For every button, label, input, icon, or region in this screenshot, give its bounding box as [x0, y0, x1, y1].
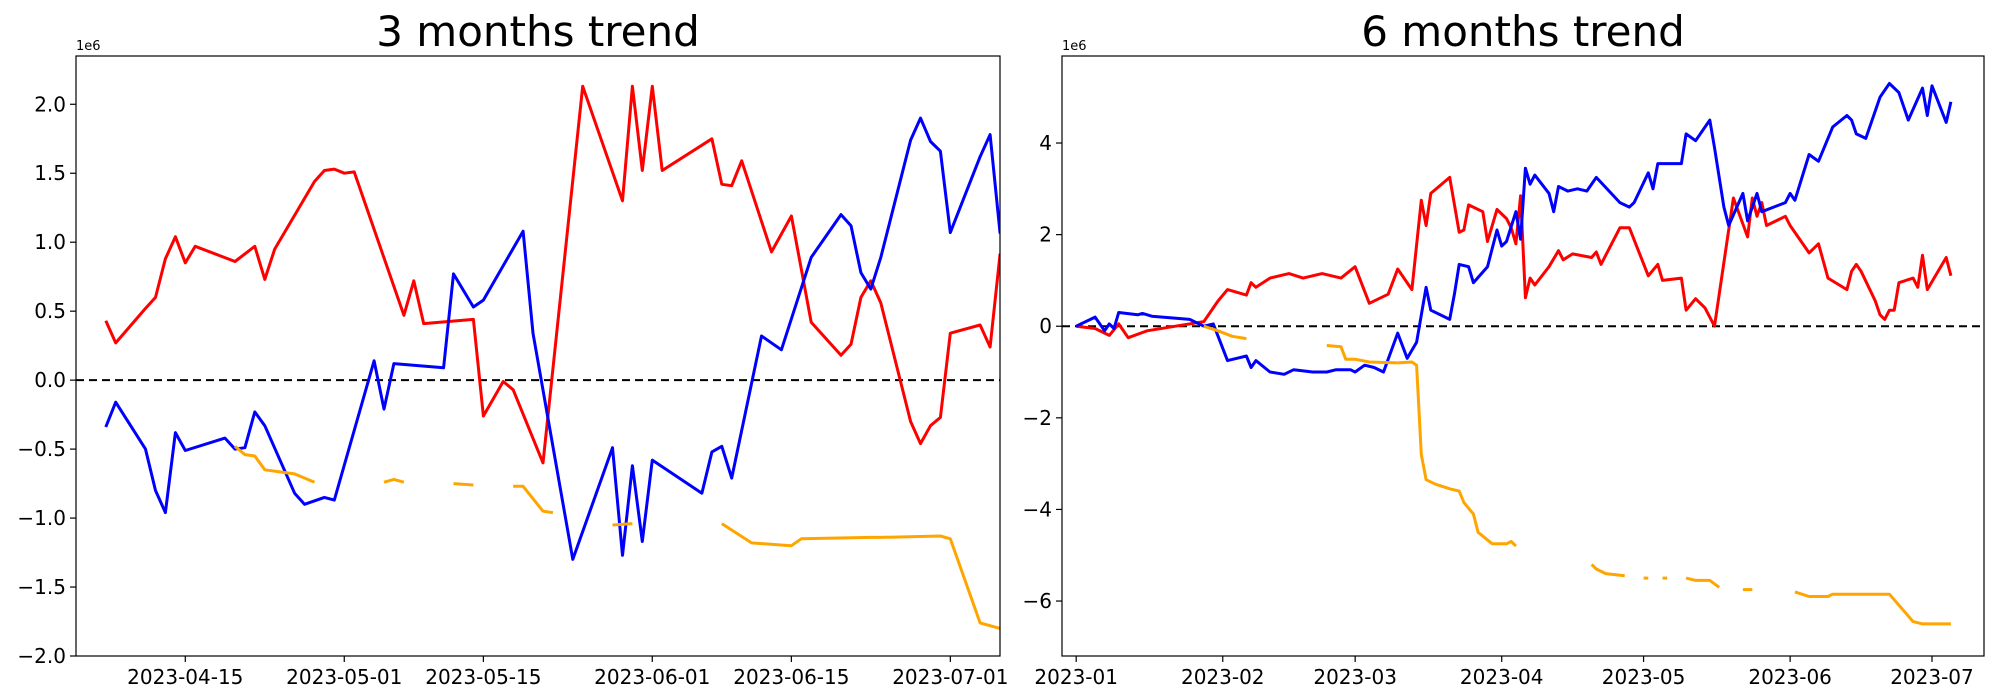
plot-area: −6 −4 −2 0 2 4 2023-01 2023-02 2023-03 2023-04 202…: [1023, 55, 1985, 689]
series-line-2-segment-4: [612, 522, 633, 527]
series-group: [1075, 82, 1953, 626]
y-tick-label: −6: [1023, 589, 1052, 613]
y-tick-label: −2.0: [17, 644, 66, 668]
series-line-2-segment-0: [1203, 324, 1247, 341]
series-line-2-segment-5: [720, 522, 1000, 630]
series-line-0: [104, 84, 1000, 465]
series-line-2-segment-3: [1590, 563, 1625, 578]
y-tick-label: 2: [1039, 223, 1052, 247]
x-tick-label: 2023-06: [1748, 665, 1832, 689]
x-tick-label: 2023-05-15: [425, 665, 541, 689]
y-tick-label: 0: [1039, 314, 1052, 338]
y-tick-label: 0.0: [34, 368, 66, 392]
x-tick-label: 2023-05: [1602, 665, 1686, 689]
y-tick-label: −0.5: [17, 437, 66, 461]
y-tick-label: 2.0: [34, 92, 66, 116]
series-line-2-segment-1: [383, 477, 405, 484]
chart-6-months: 6 months trend 1e6 −6 −4 −2 0 2 4 2023-01 2023-…: [1023, 7, 1985, 689]
series-line-1: [1075, 82, 1953, 376]
chart-title: 6 months trend: [1361, 7, 1685, 56]
y-exponent-label: 1e6: [1062, 39, 1087, 54]
series-line-2-segment-2: [453, 482, 474, 487]
y-tick-label: 4: [1039, 131, 1052, 155]
axes-frame: [75, 55, 1001, 657]
series-group: [104, 84, 1000, 630]
x-tick-label: 2023-04-15: [127, 665, 243, 689]
y-tick-label: 1.0: [34, 230, 66, 254]
x-tick-label: 2023-01: [1034, 665, 1118, 689]
series-line-2-segment-3: [513, 484, 554, 515]
x-tick-label: 2023-04: [1460, 665, 1544, 689]
axes-frame: [1061, 55, 1985, 657]
y-tick-label: −1.5: [17, 575, 66, 599]
series-line-2-segment-6: [1685, 576, 1721, 589]
y-tick-label: −2: [1023, 406, 1052, 430]
x-tick-label: 2023-02: [1181, 665, 1265, 689]
series-line-2-segment-0: [234, 445, 316, 484]
y-tick-label: 0.5: [34, 299, 66, 323]
series-line-2-segment-2: [1397, 360, 1517, 548]
x-tick-label: 2023-06-15: [733, 665, 849, 689]
x-tick-label: 2023-07-01: [892, 665, 1008, 689]
x-tick-label: 2023-05-01: [286, 665, 402, 689]
plot-area: −2.0 −1.5 −1.0 −0.5 0.0 0.5 1.0 1.5 2.0 2023-04-1…: [17, 55, 1008, 689]
series-line-0: [1076, 175, 1953, 340]
series-line-1: [104, 116, 1000, 561]
y-tick-label: −4: [1023, 497, 1052, 521]
series-line-2-segment-8: [1794, 590, 1951, 626]
x-tick-label: 2023-03: [1313, 665, 1397, 689]
x-tick-label: 2023-07: [1890, 665, 1974, 689]
chart-3-months: 3 months trend 1e6 −2.0 −1.5 −1.0 −0.5 0.0 0.…: [17, 7, 1008, 689]
y-tick-label: 1.5: [34, 161, 66, 185]
x-tick-label: 2023-06-01: [594, 665, 710, 689]
chart-title: 3 months trend: [376, 7, 700, 56]
y-exponent-label: 1e6: [76, 39, 101, 54]
y-tick-label: −1.0: [17, 506, 66, 530]
series-line-2-segment-1: [1326, 344, 1398, 365]
